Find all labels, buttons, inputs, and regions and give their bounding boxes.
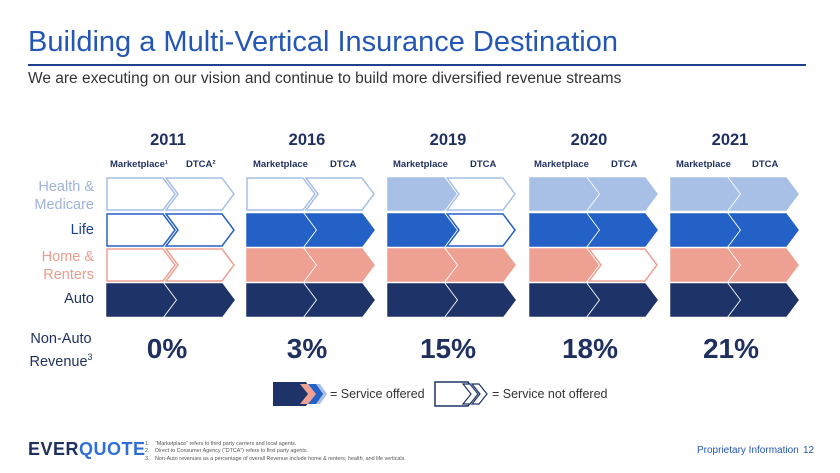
pct-2011: 0%: [146, 333, 188, 364]
chevron-2020-marketplace-health: [529, 177, 599, 211]
row-label-health-line2: Medicare: [34, 197, 94, 213]
chevron-2016-dtca-home: [304, 248, 375, 282]
everquote-logo: EVERQUOTE: [28, 439, 146, 459]
pct-2020: 18%: [561, 333, 619, 364]
non-auto-revenue-label: Non-Auto Revenue3: [22, 330, 100, 371]
chevron-2019-marketplace-health: [387, 177, 457, 211]
marketplace-label-2016: Marketplace: [253, 159, 308, 170]
row-label-home-line2: Renters: [43, 267, 94, 283]
page-title: Building a Multi-Vertical Insurance Dest…: [28, 26, 618, 58]
row-label-home-line1: Home &: [41, 249, 94, 265]
footnotes: 1. “Marketplace” refers to third party ca…: [145, 441, 406, 463]
row-label-health: Health & Medicare: [34, 178, 94, 214]
chevron-2020-marketplace-life: [529, 213, 599, 247]
marketplace-label-2011: Marketplace¹: [110, 159, 169, 170]
chevron-2019-marketplace-life: [387, 213, 457, 247]
chevron-2019-dtca-home: [445, 248, 516, 282]
service-offered-legend-icon: [273, 382, 327, 406]
year-2021: 2021: [711, 131, 749, 149]
chevron-2020-dtca-home: [587, 248, 658, 282]
chevron-2019-marketplace-home: [387, 248, 457, 282]
year-2011: 2011: [150, 131, 186, 149]
chevron-2021-marketplace-health: [670, 177, 740, 211]
chevron-2019-dtca-life: [445, 213, 516, 247]
page-number: 12: [803, 445, 815, 456]
pct-2016: 3%: [286, 333, 328, 364]
page-subtitle: We are executing on our vision and conti…: [28, 70, 622, 87]
chevron-2021-dtca-auto: [728, 283, 799, 317]
chevron-2021-marketplace-auto: [670, 283, 740, 317]
chevron-2011-dtca-health: [164, 177, 235, 211]
marketplace-label-2019: Marketplace: [393, 159, 448, 170]
chevron-2016-marketplace-home: [246, 248, 316, 282]
title-divider: [28, 64, 806, 66]
proprietary-information: Proprietary Information: [697, 445, 799, 456]
dtca-label-2011: DTCA²: [186, 159, 216, 170]
chevron-2019-dtca-health: [445, 177, 516, 211]
chevron-2021-marketplace-home: [670, 248, 740, 282]
chevron-2016-dtca-health: [304, 177, 375, 211]
chevron-2020-dtca-health: [587, 177, 658, 211]
chevron-2020-dtca-auto: [587, 283, 658, 317]
legend-offered-text: = Service offered: [330, 387, 425, 401]
chevron-2011-marketplace-life: [106, 213, 176, 247]
pct-2019: 15%: [419, 333, 477, 364]
chevron-2019-marketplace-auto: [387, 283, 457, 317]
pct-2021: 21%: [702, 333, 760, 364]
year-2016: 2016: [288, 131, 326, 149]
row-label-life: Life: [70, 222, 94, 238]
non-auto-line2: Revenue3: [29, 352, 93, 370]
chevron-2011-dtca-home: [164, 248, 235, 282]
chevron-2019-dtca-auto: [445, 283, 516, 317]
chevron-2011-marketplace-home: [106, 248, 176, 282]
dtca-label-2020: DTCA: [611, 159, 638, 170]
chevron-2021-dtca-health: [728, 177, 799, 211]
chevron-2021-dtca-home: [728, 248, 799, 282]
non-auto-line1: Non-Auto: [30, 331, 92, 347]
row-label-auto: Auto: [64, 291, 94, 307]
chevron-2011-dtca-life: [164, 213, 235, 247]
chevron-2011-marketplace-health: [106, 177, 176, 211]
chevron-2020-marketplace-auto: [529, 283, 599, 317]
marketplace-label-2020: Marketplace: [534, 159, 589, 170]
chevron-2016-dtca-life: [304, 213, 375, 247]
chevron-2016-marketplace-auto: [246, 283, 316, 317]
footnote-1: 1. “Marketplace” refers to third party ca…: [145, 441, 297, 447]
chevron-2016-marketplace-life: [246, 213, 316, 247]
chevron-2011-marketplace-auto: [106, 283, 176, 317]
chevron-2016-marketplace-health: [246, 177, 316, 211]
footnote-2: 2. Direct to Consumer Agency (“DTCA”) ref…: [145, 448, 309, 455]
service-chevron-grid: [106, 177, 799, 317]
dtca-label-2021: DTCA: [752, 159, 779, 170]
service-not-offered-legend-icon: [434, 381, 488, 407]
chevron-2021-marketplace-life: [670, 213, 740, 247]
chevron-2016-dtca-auto: [304, 283, 375, 317]
row-label-home: Home & Renters: [42, 248, 94, 284]
legend-not-offered-text: = Service not offered: [492, 387, 608, 401]
footnote-3: 3. Non-Auto revenues as a percentage of o…: [145, 455, 406, 462]
marketplace-label-2021: Marketplace: [676, 159, 731, 170]
dtca-label-2016: DTCA: [330, 159, 357, 170]
row-label-health-line1: Health &: [38, 179, 94, 195]
chevron-2021-dtca-life: [728, 213, 799, 247]
year-2019: 2019: [429, 131, 467, 149]
chevron-2020-marketplace-home: [529, 248, 599, 282]
chevron-2020-dtca-life: [587, 213, 658, 247]
chevron-2011-dtca-auto: [164, 283, 235, 317]
dtca-label-2019: DTCA: [470, 159, 497, 170]
year-2020: 2020: [570, 131, 608, 149]
